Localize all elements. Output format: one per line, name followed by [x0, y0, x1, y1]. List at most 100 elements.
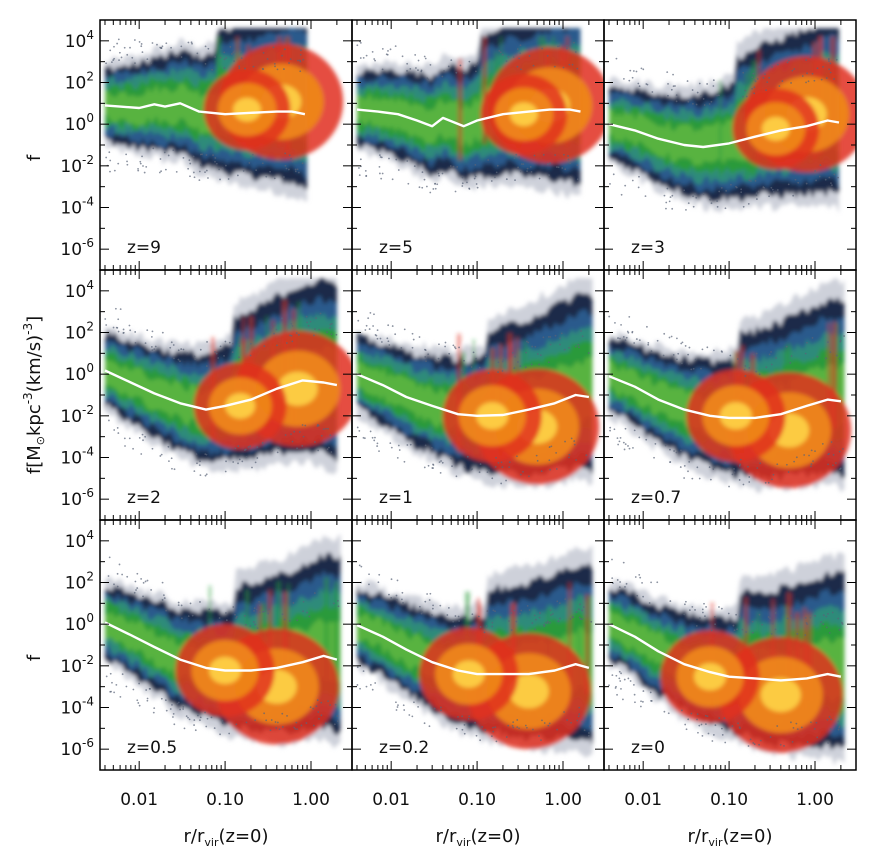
scatter-point	[564, 440, 566, 443]
scatter-point	[696, 718, 698, 721]
scatter-point	[425, 185, 428, 188]
scatter-point	[691, 477, 694, 480]
scatter-point	[396, 706, 399, 708]
scatter-point	[493, 176, 496, 179]
scatter-point	[718, 361, 721, 364]
scatter-point	[647, 341, 650, 344]
scatter-point	[622, 561, 625, 564]
scatter-point	[478, 366, 481, 369]
scatter-point	[491, 625, 494, 628]
scatter-point	[519, 365, 522, 368]
scatter-point	[666, 71, 669, 74]
scatter-point	[397, 169, 400, 171]
scatter-point	[378, 154, 381, 157]
scatter-point	[730, 183, 732, 186]
scatter-point	[724, 741, 727, 744]
scatter-point	[571, 616, 574, 618]
scatter-point	[805, 81, 807, 84]
scatter-point	[576, 719, 579, 722]
scatter-point	[518, 156, 521, 159]
scatter-point	[712, 349, 715, 352]
scatter-point	[308, 615, 311, 618]
y-tick-label: 10-4	[60, 195, 94, 219]
scatter-point	[495, 740, 498, 743]
scatter-point	[142, 165, 144, 167]
scatter-point	[391, 325, 394, 327]
scatter-point	[121, 673, 124, 676]
scatter-point	[838, 628, 841, 631]
scatter-point	[142, 581, 145, 584]
scatter-point	[813, 79, 816, 82]
scatter-point	[547, 335, 550, 338]
scatter-point	[513, 157, 516, 159]
scatter-point	[477, 615, 480, 618]
scatter-point	[704, 615, 706, 618]
scatter-point	[680, 342, 683, 345]
scatter-point	[456, 165, 459, 168]
scatter-point	[806, 741, 809, 743]
scatter-point	[747, 745, 750, 747]
scatter-point	[429, 191, 432, 194]
scatter-point	[223, 58, 226, 61]
scatter-point	[500, 482, 503, 485]
scatter-point	[161, 581, 164, 584]
scatter-point	[690, 712, 693, 715]
scatter-point	[117, 318, 120, 321]
scatter-point	[473, 177, 476, 180]
scatter-point	[479, 739, 482, 742]
scatter-point	[516, 726, 519, 729]
scatter-point	[563, 348, 566, 351]
scatter-point	[459, 64, 462, 67]
scatter-point	[126, 160, 128, 163]
scatter-point	[195, 453, 198, 456]
scatter-point	[554, 154, 557, 156]
scatter-point	[117, 432, 120, 434]
scatter-point	[436, 169, 439, 172]
scatter-point	[466, 455, 469, 458]
scatter-point	[581, 618, 584, 620]
scatter-point	[519, 44, 522, 47]
scatter-point	[790, 614, 793, 617]
scatter-point	[299, 53, 302, 56]
scatter-point	[356, 666, 359, 669]
scatter-point	[205, 473, 208, 476]
scatter-point	[329, 323, 332, 326]
scatter-point	[480, 68, 482, 71]
x-axis-label: r/rvir(z=0)	[436, 826, 521, 849]
median-line	[356, 108, 581, 128]
scatter-point	[199, 474, 202, 477]
x-tick-label: 0.10	[710, 790, 748, 810]
scatter-point	[123, 46, 126, 49]
scatter-point	[307, 324, 310, 327]
scatter-point	[787, 183, 790, 186]
scatter-point	[223, 67, 226, 69]
scatter-point	[772, 473, 775, 476]
scatter-point	[402, 704, 405, 707]
scatter-point	[387, 50, 389, 52]
scatter-point	[748, 476, 751, 478]
scatter-point	[620, 687, 622, 690]
scatter-point	[667, 712, 670, 715]
scatter-point	[177, 358, 180, 361]
scatter-point	[401, 598, 403, 601]
scatter-point	[261, 43, 264, 46]
scatter-point	[153, 348, 156, 351]
scatter-point	[362, 57, 365, 59]
scatter-point	[512, 726, 515, 729]
scatter-point	[824, 178, 827, 181]
scatter-point	[440, 709, 442, 712]
scatter-point	[637, 82, 640, 85]
scatter-point	[376, 337, 379, 340]
scatter-point	[177, 349, 180, 352]
scatter-point	[707, 732, 710, 735]
scatter-point	[126, 575, 129, 578]
scatter-point	[112, 59, 115, 61]
scatter-point	[475, 70, 477, 73]
scatter-point	[487, 159, 490, 161]
scatter-point	[137, 169, 140, 172]
scatter-point	[123, 437, 126, 440]
scatter-point	[253, 609, 255, 612]
scatter-point	[744, 375, 747, 377]
scatter-point	[756, 467, 759, 469]
